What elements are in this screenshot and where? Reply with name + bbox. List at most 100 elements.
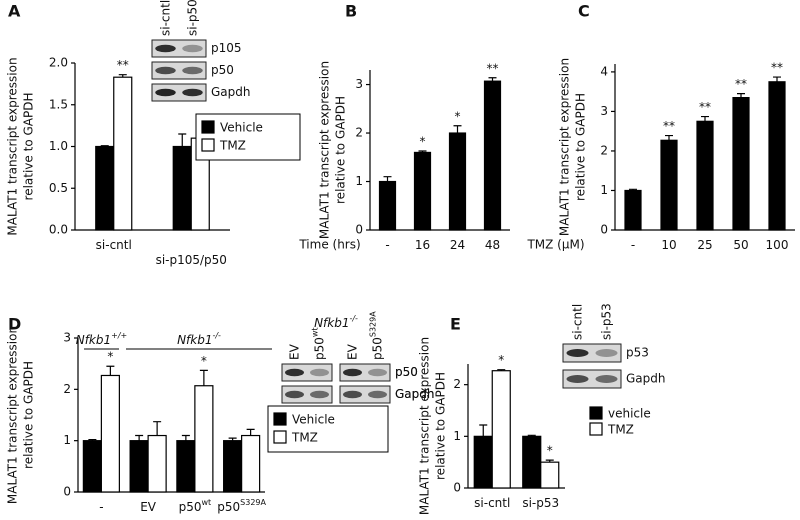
x-axis-label: TMZ (µM) [526, 238, 584, 252]
legend-swatch [201, 120, 215, 134]
bar [223, 440, 243, 493]
blot-title: Nfkb1-/- [314, 314, 358, 330]
legend-label: TMZ [291, 431, 318, 445]
y-tick-label: 1 [453, 429, 461, 443]
x-tick-label-main: - [385, 238, 389, 252]
panel-letter: E [450, 315, 461, 334]
genotype-label-main: Nfkb1 [177, 333, 212, 347]
y-axis-label: relative to GAPDH [22, 361, 36, 469]
blot-band [343, 368, 362, 377]
y-tick-label: 1.0 [49, 139, 68, 153]
y-axis-label: MALAT1 transcript expression [6, 57, 20, 235]
y-tick-label: 2 [355, 126, 363, 140]
x-tick-label: si-cntl [96, 238, 132, 252]
x-tick-label: - [631, 238, 635, 252]
error-bar [497, 369, 506, 371]
x-tick-label: - [99, 500, 103, 514]
blot-band [566, 349, 589, 357]
error-bar [479, 424, 488, 437]
y-tick-label: 1 [355, 174, 363, 188]
x-tick-label-main: 50 [733, 238, 748, 252]
blot-band-label: Gapdh [626, 372, 666, 386]
significance-marker: * [547, 444, 553, 458]
y-axis-label: MALAT1 transcript expression [318, 61, 332, 239]
x-tick-label-main: 16 [415, 238, 430, 252]
y-tick-label: 0 [355, 223, 363, 237]
blot-band [155, 44, 176, 53]
blot-band [368, 390, 387, 399]
bar [147, 434, 167, 493]
bar [241, 434, 261, 493]
error-bar [665, 134, 673, 141]
significance-marker: ** [699, 100, 711, 114]
error-bar [153, 421, 162, 436]
y-tick-label: 1 [63, 433, 71, 447]
x-tick-label: p50S329A [217, 498, 266, 514]
legend-swatch [201, 138, 215, 152]
x-tick-label: 100 [766, 238, 789, 252]
panel-letter: B [345, 2, 357, 21]
error-bar [178, 133, 187, 147]
significance-marker: * [107, 350, 113, 364]
y-tick-label: 2.0 [49, 56, 68, 70]
blot-lane-label: EV [345, 343, 359, 360]
blot-strip [562, 369, 622, 389]
genotype-label: Nfkb1-/- [177, 331, 221, 347]
blot-lane-label-main: EV [287, 343, 301, 360]
x-tick-label-main: - [631, 238, 635, 252]
x-tick-label: 48 [485, 238, 500, 252]
y-tick-label: 3 [63, 331, 71, 345]
legend-swatch [273, 412, 287, 426]
y-axis-label: MALAT1 transcript expression [558, 58, 572, 236]
y-tick-label: 1 [600, 183, 608, 197]
blot-band [595, 375, 618, 383]
blot-band [595, 349, 618, 357]
error-bar [737, 93, 745, 98]
x-tick-label: 24 [450, 238, 465, 252]
bar [473, 435, 493, 489]
x-tick-label-main: - [99, 500, 103, 514]
y-tick-label: 3 [600, 104, 608, 118]
legend-label: Vehicle [220, 121, 263, 135]
x-tick-label-sup: S329A [240, 498, 266, 507]
significance-marker: * [455, 109, 461, 123]
significance-marker: ** [771, 61, 783, 75]
y-axis-label: relative to GAPDH [574, 93, 588, 201]
error-bar [629, 188, 637, 191]
error-bar [488, 77, 497, 82]
x-tick-label: - [385, 238, 389, 252]
significance-marker: * [201, 354, 207, 368]
blot-strip [151, 61, 207, 80]
x-tick-label-main: p50 [217, 500, 240, 514]
legend-label: vehicle [608, 407, 651, 421]
panel-letter: A [8, 2, 21, 21]
significance-marker: * [420, 134, 426, 148]
x-tick-label: 16 [415, 238, 430, 252]
blot-strip [339, 385, 391, 404]
x-tick-label: p50wt [179, 498, 212, 514]
x-tick-label-main: 100 [766, 238, 789, 252]
blot-band-label: p53 [626, 346, 649, 360]
genotype-label-sup: +/+ [111, 331, 127, 340]
blot-lane-label-main: si-p50 [185, 0, 199, 36]
bar [660, 139, 678, 231]
x-tick-label-main: si-p53 [522, 496, 559, 510]
error-bar [773, 76, 781, 82]
blot-band [310, 390, 329, 399]
significance-marker: * [498, 353, 504, 367]
legend-label: TMZ [607, 423, 634, 437]
error-bar [246, 428, 255, 436]
bar [491, 370, 511, 489]
blot-band [566, 375, 589, 383]
blot-lane-label: p50S329A [369, 311, 385, 360]
blot-band [155, 88, 176, 97]
blot-strip [562, 343, 622, 363]
blot-lane-label-main: p50 [312, 337, 326, 360]
blot-band [285, 368, 304, 377]
blot-strip [151, 39, 207, 58]
blot-band [310, 368, 329, 377]
bar [696, 120, 714, 231]
blot-band-label: Gapdh [395, 387, 435, 401]
y-tick-label: 0.0 [49, 223, 68, 237]
